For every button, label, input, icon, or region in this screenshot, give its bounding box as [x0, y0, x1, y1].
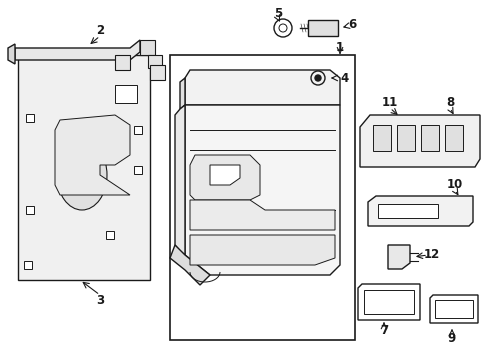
Bar — [372, 125, 390, 151]
Bar — [420, 125, 438, 151]
Polygon shape — [55, 115, 130, 195]
Polygon shape — [190, 155, 260, 200]
Ellipse shape — [57, 140, 107, 210]
Polygon shape — [190, 200, 334, 230]
Polygon shape — [170, 245, 209, 285]
Bar — [24, 261, 32, 269]
Bar — [134, 166, 142, 174]
Polygon shape — [184, 70, 339, 105]
Text: 8: 8 — [445, 95, 453, 108]
Text: 6: 6 — [347, 18, 355, 31]
Polygon shape — [170, 55, 354, 340]
Bar — [106, 231, 114, 239]
Text: 10: 10 — [446, 177, 462, 190]
Bar — [26, 206, 34, 214]
Bar — [134, 126, 142, 134]
Polygon shape — [8, 44, 15, 64]
Text: 7: 7 — [379, 324, 387, 337]
Text: 12: 12 — [423, 248, 439, 261]
Polygon shape — [150, 65, 164, 80]
Bar — [434, 300, 472, 318]
Bar — [377, 204, 437, 218]
Polygon shape — [180, 78, 184, 109]
Polygon shape — [387, 245, 409, 269]
Text: 11: 11 — [381, 95, 397, 108]
Polygon shape — [140, 40, 155, 55]
Bar — [115, 85, 137, 103]
Polygon shape — [184, 105, 339, 275]
Polygon shape — [359, 115, 479, 167]
Polygon shape — [18, 55, 150, 280]
Polygon shape — [357, 284, 419, 320]
Text: 4: 4 — [340, 72, 348, 85]
Polygon shape — [190, 235, 334, 265]
Polygon shape — [15, 40, 140, 60]
Text: 5: 5 — [273, 6, 282, 19]
Text: 1: 1 — [335, 41, 344, 54]
Polygon shape — [148, 55, 162, 68]
Bar — [444, 125, 462, 151]
Text: 9: 9 — [447, 332, 455, 345]
Circle shape — [314, 75, 320, 81]
Polygon shape — [175, 105, 184, 255]
Polygon shape — [209, 165, 240, 185]
Text: 2: 2 — [96, 23, 104, 36]
Bar — [396, 125, 414, 151]
Polygon shape — [115, 55, 130, 70]
Polygon shape — [307, 20, 337, 36]
Bar — [363, 290, 413, 314]
Text: 3: 3 — [96, 293, 104, 306]
Polygon shape — [367, 196, 472, 226]
Bar — [26, 114, 34, 122]
Polygon shape — [429, 295, 477, 323]
